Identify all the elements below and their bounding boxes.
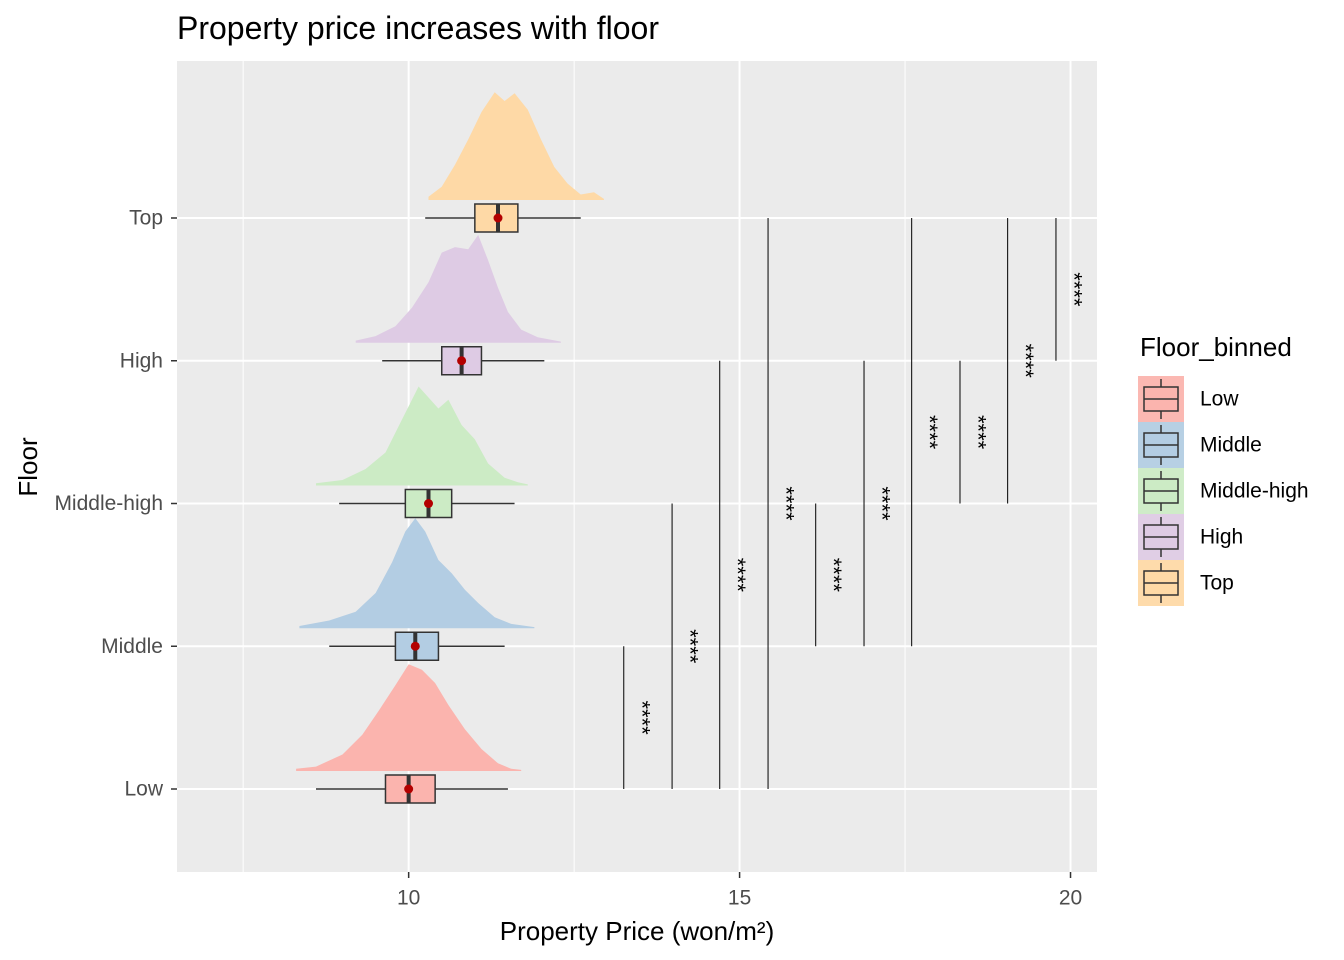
significance-label: **** — [965, 415, 990, 450]
density-middle — [299, 518, 535, 629]
density-middle-high — [316, 386, 528, 486]
mean-point — [410, 641, 420, 651]
y-tick-label: Middle-high — [54, 492, 163, 515]
density-top — [428, 92, 604, 200]
significance-label: **** — [917, 415, 942, 450]
legend-label-middle-high: Middle-high — [1200, 480, 1309, 503]
y-tick-label: Middle — [101, 635, 163, 658]
legend-label-low: Low — [1200, 388, 1239, 411]
y-tick-label: Low — [124, 778, 163, 801]
x-tick-label: 20 — [1059, 887, 1082, 910]
density-low — [296, 664, 522, 771]
density-high — [355, 234, 561, 343]
plot-panel — [177, 61, 1097, 872]
significance-label: **** — [725, 558, 750, 593]
significance-label: **** — [678, 629, 703, 664]
significance-label: **** — [870, 486, 895, 521]
y-tick-label: High — [120, 349, 163, 372]
mean-point — [424, 499, 434, 508]
significance-label: **** — [821, 558, 846, 593]
significance-label: **** — [774, 486, 799, 521]
x-axis-title: Property Price (won/m²) — [500, 916, 775, 946]
legend-label-middle: Middle — [1200, 434, 1262, 457]
significance-label: **** — [1013, 344, 1038, 379]
mean-point — [493, 213, 503, 223]
chart-title: Property price increases with floor — [177, 10, 659, 46]
y-tick-label: Top — [129, 207, 163, 230]
mean-point — [404, 784, 414, 794]
significance-label: **** — [629, 701, 654, 736]
mean-point — [457, 356, 467, 366]
legend-label-top: Top — [1200, 572, 1234, 595]
y-axis-title: Floor — [13, 437, 43, 497]
legend-label-high: High — [1200, 526, 1243, 549]
x-tick-label: 15 — [728, 887, 751, 910]
x-tick-label: 10 — [397, 887, 420, 910]
legend-title: Floor_binned — [1140, 332, 1292, 362]
significance-label: **** — [1061, 272, 1086, 307]
